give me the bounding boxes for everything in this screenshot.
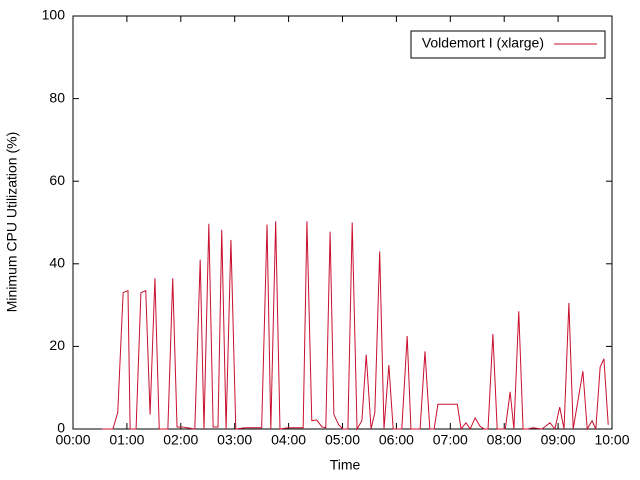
x-tick-label: 05:00 xyxy=(325,432,360,448)
x-axis-label: Time xyxy=(330,457,361,473)
y-tick-label: 100 xyxy=(42,7,66,23)
y-tick-label: 80 xyxy=(49,89,65,105)
x-tick-label: 08:00 xyxy=(487,432,522,448)
x-tick-label: 10:00 xyxy=(594,432,629,448)
y-tick-label: 40 xyxy=(49,255,65,271)
x-tick-label: 02:00 xyxy=(163,432,198,448)
data-line xyxy=(102,221,609,431)
y-tick-label: 20 xyxy=(49,337,65,353)
x-tick-label: 00:00 xyxy=(55,432,90,448)
x-tick-label: 09:00 xyxy=(541,432,576,448)
x-tick-label: 04:00 xyxy=(271,432,306,448)
y-tick-label: 60 xyxy=(49,172,65,188)
y-axis-label: Minimum CPU Utilization (%) xyxy=(4,132,20,312)
x-tick-label: 01:00 xyxy=(109,432,144,448)
legend-label: Voldemort I (xlarge) xyxy=(422,35,544,51)
x-tick-label: 06:00 xyxy=(379,432,414,448)
x-tick-label: 03:00 xyxy=(217,432,252,448)
x-tick-label: 07:00 xyxy=(433,432,468,448)
plot-frame xyxy=(72,15,613,430)
y-tick-label: 0 xyxy=(57,420,65,436)
